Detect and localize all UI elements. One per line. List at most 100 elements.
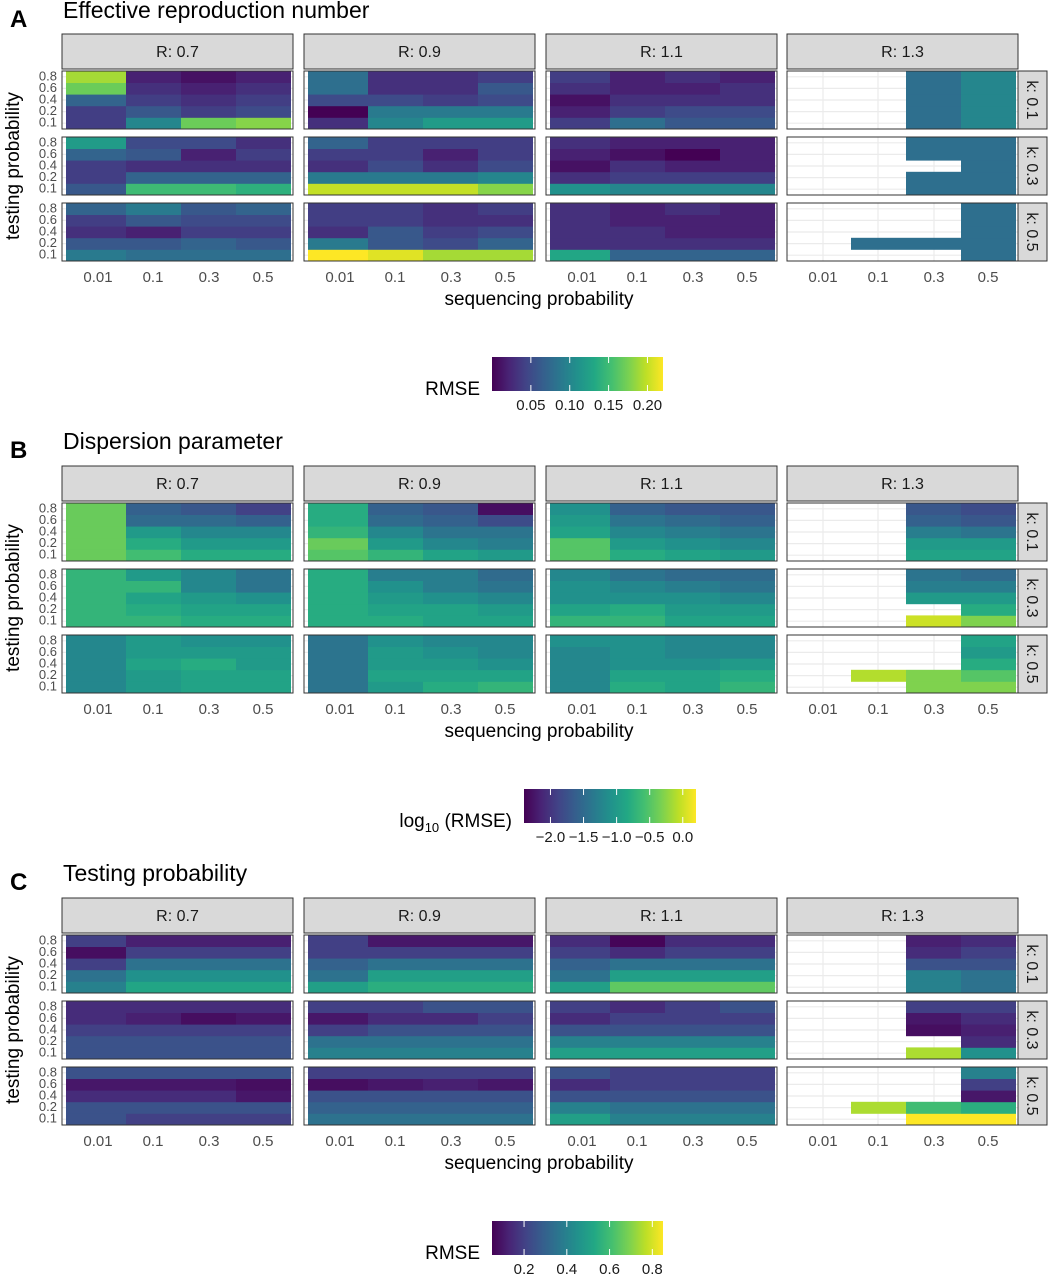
heatmap-tile	[720, 658, 775, 671]
heatmap-tile	[368, 635, 423, 647]
heatmap-tile	[610, 183, 665, 196]
heatmap-tile	[478, 137, 533, 149]
facet-strip-row	[1016, 568, 1048, 628]
heatmap-tile	[423, 1047, 478, 1060]
facet-border	[545, 568, 778, 628]
heatmap-tile	[961, 549, 1016, 562]
heatmap-tile	[550, 592, 610, 605]
heatmap-tile	[720, 82, 775, 95]
heatmap-tile	[610, 171, 665, 184]
y-tick-label: 0.1	[39, 247, 57, 262]
heatmap-tile	[126, 203, 181, 215]
facet-plot	[545, 202, 778, 262]
heatmap-tile	[368, 1067, 423, 1079]
heatmap-tile	[665, 503, 720, 515]
y-tick-label: 0.2	[39, 967, 57, 982]
facet-label-row: k: 0.5	[1023, 212, 1040, 251]
heatmap-tile	[720, 969, 775, 982]
heatmap-tile	[720, 148, 775, 161]
heatmap-tile	[66, 503, 126, 515]
heatmap-tile	[550, 137, 610, 149]
facet-plot	[545, 1066, 778, 1126]
heatmap-tile	[308, 1047, 368, 1060]
heatmap-tile	[126, 526, 181, 539]
y-tick-label: 0.6	[39, 1010, 57, 1025]
heatmap-tile	[961, 1035, 1016, 1048]
heatmap-tile	[236, 226, 291, 239]
x-tick-label: 0.01	[325, 701, 354, 718]
x-axis-title: sequencing probability	[444, 1153, 634, 1174]
heatmap-tile	[961, 526, 1016, 539]
heatmap-tile	[906, 592, 961, 605]
heatmap-tile	[308, 171, 368, 184]
heatmap-tile	[236, 958, 291, 971]
heatmap-tile	[550, 958, 610, 971]
facet-border	[61, 634, 294, 694]
heatmap-tile	[126, 958, 181, 971]
heatmap-tile	[610, 592, 665, 605]
heatmap-tile	[961, 615, 1016, 628]
heatmap-tile	[720, 981, 775, 994]
y-axis-title: testing probability	[3, 92, 24, 240]
heatmap-tile	[961, 1012, 1016, 1025]
heatmap-tile	[906, 82, 961, 95]
heatmap-tile	[906, 669, 961, 682]
heatmap-tile	[610, 1078, 665, 1091]
heatmap-tile	[478, 1078, 533, 1091]
heatmap-tile	[720, 1012, 775, 1025]
heatmap-tile	[368, 237, 423, 250]
heatmap-tile	[236, 171, 291, 184]
heatmap-tile	[236, 1001, 291, 1013]
heatmap-tile	[961, 203, 1016, 215]
heatmap-tile	[961, 635, 1016, 647]
facet-plot	[303, 568, 536, 628]
colorbar-tick-label: 0.0	[672, 829, 693, 846]
heatmap-tile	[550, 681, 610, 694]
y-tick-label: 0.2	[39, 1099, 57, 1114]
heatmap-tile	[236, 214, 291, 227]
heatmap-tile	[236, 969, 291, 982]
heatmap-tile	[550, 969, 610, 982]
heatmap-tile	[126, 615, 181, 628]
x-tick-label: 0.1	[868, 701, 889, 718]
legend-title-main: RMSE	[425, 1243, 480, 1264]
x-tick-label: 0.3	[441, 701, 462, 718]
heatmap-tile	[961, 958, 1016, 971]
heatmap-tile	[368, 935, 423, 947]
heatmap-tile	[478, 214, 533, 227]
y-axis-title: testing probability	[3, 956, 24, 1104]
heatmap-tile	[66, 203, 126, 215]
heatmap-tile	[478, 1012, 533, 1025]
heatmap-tile	[236, 681, 291, 694]
heatmap-tile	[66, 669, 126, 682]
legend-title-main: RMSE	[425, 379, 480, 400]
facet-strip-column	[545, 465, 778, 502]
heatmap-tile	[665, 1024, 720, 1037]
facet-plot	[61, 568, 294, 628]
heatmap-tile	[181, 1035, 236, 1048]
x-tick-label: 0.1	[143, 269, 164, 286]
heatmap-tile	[66, 214, 126, 227]
heatmap-tile	[368, 958, 423, 971]
heatmap-tile	[665, 71, 720, 83]
facet-border	[786, 1000, 1019, 1060]
facet-border	[61, 568, 294, 628]
heatmap-tile	[423, 669, 478, 682]
heatmap-tile	[236, 1012, 291, 1025]
x-tick-label: 0.5	[495, 269, 516, 286]
facet-label-row: k: 0.1	[1023, 512, 1040, 551]
heatmap-tile	[126, 94, 181, 107]
x-tick-label: 0.3	[924, 269, 945, 286]
colorbar-tick-label: 0.2	[514, 1261, 535, 1278]
x-tick-label: 0.01	[83, 269, 112, 286]
heatmap-tile	[181, 635, 236, 647]
facet-strip-column	[545, 33, 778, 70]
heatmap-tile	[308, 183, 368, 196]
facet-strip-row	[1016, 934, 1048, 994]
x-tick-label: 0.1	[385, 269, 406, 286]
panel-title: Dispersion parameter	[63, 428, 283, 454]
facet-plot	[61, 934, 294, 994]
legend-title: RMSE	[425, 1243, 480, 1264]
heatmap-tile	[550, 615, 610, 628]
heatmap-tile	[665, 969, 720, 982]
